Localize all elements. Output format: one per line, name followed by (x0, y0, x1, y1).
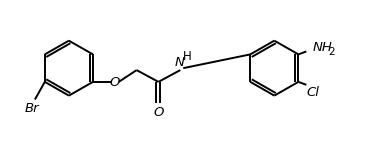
Text: Cl: Cl (307, 86, 320, 99)
Text: O: O (153, 106, 164, 119)
Text: N: N (174, 56, 184, 69)
Text: Br: Br (25, 102, 39, 115)
Text: O: O (110, 76, 120, 89)
Text: 2: 2 (328, 47, 335, 57)
Text: NH: NH (312, 41, 332, 54)
Text: H: H (183, 50, 192, 63)
